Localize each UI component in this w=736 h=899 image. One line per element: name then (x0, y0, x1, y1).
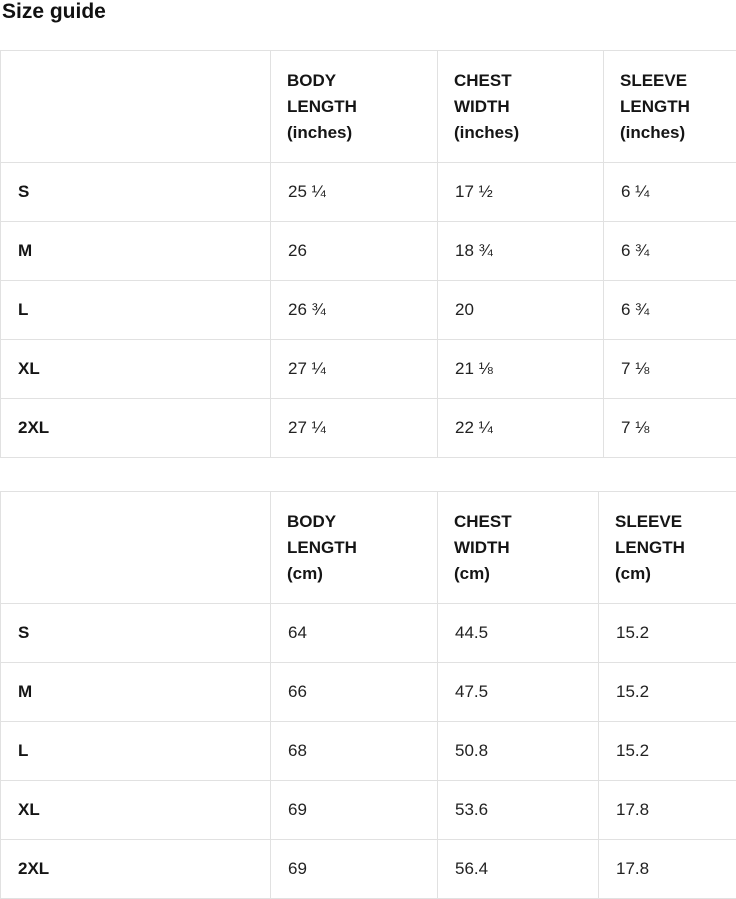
sleeve-length-value: 15.2 (599, 663, 736, 722)
column-header-sleeve-length: SLEEVE LENGTH (inches) (604, 51, 736, 163)
body-length-value: 27 ¼ (271, 340, 438, 399)
sleeve-length-value: 15.2 (599, 722, 736, 781)
sleeve-length-value: 17.8 (599, 781, 736, 840)
sleeve-length-value: 7 ⅛ (604, 340, 736, 399)
chest-width-value: 47.5 (438, 663, 599, 722)
size-label: 2XL (1, 399, 271, 458)
table-row: 2XL 27 ¼ 22 ¼ 7 ⅛ (1, 399, 736, 458)
chest-width-value: 53.6 (438, 781, 599, 840)
chest-width-value: 21 ⅛ (438, 340, 604, 399)
body-length-value: 26 (271, 222, 438, 281)
body-length-value: 64 (271, 604, 438, 663)
chest-width-value: 17 ½ (438, 163, 604, 222)
table-row: S 25 ¼ 17 ½ 6 ¼ (1, 163, 736, 222)
column-header-chest-width: CHEST WIDTH (cm) (438, 492, 599, 604)
body-length-value: 25 ¼ (271, 163, 438, 222)
chest-width-value: 20 (438, 281, 604, 340)
size-label: M (1, 222, 271, 281)
table-row: XL 27 ¼ 21 ⅛ 7 ⅛ (1, 340, 736, 399)
size-label: L (1, 281, 271, 340)
sleeve-length-value: 6 ¾ (604, 222, 736, 281)
table-row: L 68 50.8 15.2 (1, 722, 736, 781)
empty-corner-cell (1, 492, 271, 604)
table-row: M 26 18 ¾ 6 ¾ (1, 222, 736, 281)
table-row: L 26 ¾ 20 6 ¾ (1, 281, 736, 340)
table-row: 2XL 69 56.4 17.8 (1, 840, 736, 899)
table-header-row: BODY LENGTH (inches) CHEST WIDTH (inches… (1, 51, 736, 163)
chest-width-value: 22 ¼ (438, 399, 604, 458)
size-label: S (1, 163, 271, 222)
size-table-cm-container: BODY LENGTH (cm) CHEST WIDTH (cm) SLEEVE… (0, 458, 736, 899)
body-length-value: 66 (271, 663, 438, 722)
size-label: M (1, 663, 271, 722)
size-label: XL (1, 340, 271, 399)
table-row: S 64 44.5 15.2 (1, 604, 736, 663)
size-table-inches: BODY LENGTH (inches) CHEST WIDTH (inches… (0, 50, 736, 458)
size-table-cm: BODY LENGTH (cm) CHEST WIDTH (cm) SLEEVE… (0, 491, 736, 899)
column-header-body-length: BODY LENGTH (cm) (271, 492, 438, 604)
empty-corner-cell (1, 51, 271, 163)
chest-width-value: 50.8 (438, 722, 599, 781)
chest-width-value: 44.5 (438, 604, 599, 663)
table-row: M 66 47.5 15.2 (1, 663, 736, 722)
size-table-inches-container: BODY LENGTH (inches) CHEST WIDTH (inches… (0, 24, 736, 458)
table-row: XL 69 53.6 17.8 (1, 781, 736, 840)
column-header-sleeve-length: SLEEVE LENGTH (cm) (599, 492, 736, 604)
sleeve-length-value: 7 ⅛ (604, 399, 736, 458)
chest-width-value: 56.4 (438, 840, 599, 899)
column-header-chest-width: CHEST WIDTH (inches) (438, 51, 604, 163)
page-title: Size guide (0, 0, 736, 24)
sleeve-length-value: 6 ¾ (604, 281, 736, 340)
sleeve-length-value: 15.2 (599, 604, 736, 663)
size-label: S (1, 604, 271, 663)
body-length-value: 27 ¼ (271, 399, 438, 458)
body-length-value: 26 ¾ (271, 281, 438, 340)
size-label: 2XL (1, 840, 271, 899)
sleeve-length-value: 17.8 (599, 840, 736, 899)
body-length-value: 68 (271, 722, 438, 781)
sleeve-length-value: 6 ¼ (604, 163, 736, 222)
size-label: XL (1, 781, 271, 840)
body-length-value: 69 (271, 781, 438, 840)
size-label: L (1, 722, 271, 781)
table-header-row: BODY LENGTH (cm) CHEST WIDTH (cm) SLEEVE… (1, 492, 736, 604)
body-length-value: 69 (271, 840, 438, 899)
chest-width-value: 18 ¾ (438, 222, 604, 281)
column-header-body-length: BODY LENGTH (inches) (271, 51, 438, 163)
